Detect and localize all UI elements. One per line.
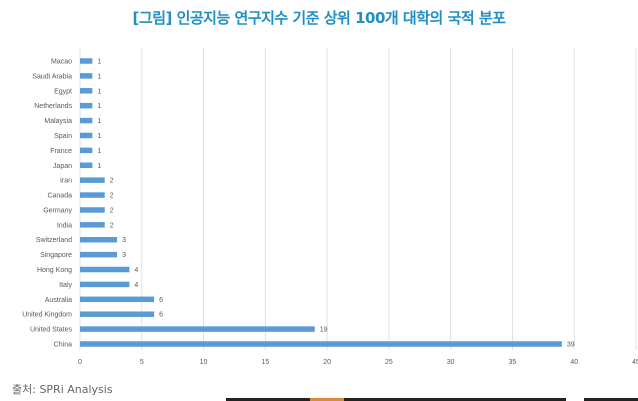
data-label: 19	[320, 327, 328, 334]
data-label: 4	[134, 267, 138, 274]
data-label: 1	[97, 118, 101, 125]
category-labels: Macao Saudi Arabia Egypt Netherlands Malaysi…	[22, 59, 72, 349]
category-label: Italy	[59, 282, 72, 289]
x-axis-tick-labels: 0 5 10 15 20 25 30 35 40 45	[78, 359, 638, 366]
data-label: 1	[97, 148, 101, 155]
source-note: 출처: SPRi Analysis	[12, 383, 113, 396]
category-label: United States	[30, 327, 73, 334]
bar-chart: Macao Saudi Arabia Egypt Netherlands Malaysi…	[22, 48, 638, 366]
strip-segment-orange	[310, 398, 344, 401]
data-label: 3	[122, 237, 126, 244]
bars	[80, 58, 562, 347]
x-tick-label: 40	[570, 359, 578, 366]
bar	[80, 222, 105, 228]
category-label: China	[54, 342, 72, 349]
bar	[80, 266, 130, 273]
strip-segment-dark	[226, 398, 310, 401]
bar	[80, 341, 562, 347]
data-labels: 1 1 1 1 1 1 1 1 2 2 2 2 3 3 4 4 6 6 19 39	[97, 59, 574, 349]
bar	[80, 296, 155, 303]
x-tick-label: 15	[261, 359, 269, 366]
data-label: 4	[134, 282, 138, 289]
category-label: Saudi Arabia	[32, 73, 72, 80]
category-label: Canada	[47, 193, 72, 200]
data-label: 2	[110, 178, 114, 185]
x-tick-label: 35	[509, 359, 517, 366]
data-label: 6	[159, 297, 163, 304]
bar	[80, 88, 93, 94]
bar	[80, 132, 93, 139]
category-label: Australia	[45, 297, 72, 304]
category-label: India	[57, 222, 72, 229]
bar	[80, 207, 105, 213]
category-label: Switzerland	[36, 237, 72, 244]
x-tick-label: 30	[447, 359, 455, 366]
bar	[80, 177, 105, 183]
bar	[80, 281, 130, 288]
data-label: 1	[97, 103, 101, 110]
x-tick-label: 45	[632, 359, 638, 366]
bar	[80, 236, 118, 243]
x-tick-label: 25	[385, 359, 393, 366]
x-tick-label: 0	[78, 359, 82, 366]
strip-segment-dark-3	[584, 398, 638, 401]
data-label: 2	[110, 193, 114, 200]
x-tick-label: 20	[323, 359, 331, 366]
data-label: 2	[110, 222, 114, 229]
data-label: 39	[567, 342, 575, 349]
x-tick-label: 5	[140, 359, 144, 366]
data-label: 1	[97, 59, 101, 66]
bar	[80, 73, 93, 79]
category-label: Malaysia	[44, 118, 72, 125]
data-label: 3	[122, 252, 126, 259]
data-label: 1	[97, 88, 101, 95]
data-label: 1	[97, 133, 101, 140]
grid-lines	[79, 48, 637, 350]
bar	[80, 102, 93, 109]
bar	[80, 192, 105, 198]
bar	[80, 251, 118, 258]
category-label: Egypt	[54, 88, 72, 95]
bar	[80, 58, 93, 64]
category-label: Macao	[51, 59, 72, 66]
chart-title: [그림] 인공지능 연구지수 기준 상위 100개 대학의 국적 분포	[132, 9, 506, 27]
category-label: Germany	[43, 207, 72, 214]
bar	[80, 162, 93, 169]
category-label: Singapore	[40, 252, 72, 259]
bar	[80, 147, 93, 154]
category-label: Hong Kong	[37, 267, 72, 274]
data-label: 2	[110, 207, 114, 214]
data-label: 1	[97, 163, 101, 170]
bottom-decor-strip	[0, 398, 638, 401]
bar	[80, 117, 93, 124]
strip-segment-dark-2	[344, 398, 566, 401]
bar	[80, 311, 155, 317]
category-label: Spain	[54, 133, 72, 140]
category-label: Japan	[53, 163, 72, 170]
category-label: Iran	[60, 178, 72, 185]
category-label: France	[50, 148, 72, 155]
data-label: 6	[159, 312, 163, 319]
category-label: United Kingdom	[22, 312, 72, 319]
data-label: 1	[97, 73, 101, 80]
category-label: Netherlands	[34, 103, 72, 110]
bar	[80, 326, 315, 332]
x-tick-label: 10	[200, 359, 208, 366]
